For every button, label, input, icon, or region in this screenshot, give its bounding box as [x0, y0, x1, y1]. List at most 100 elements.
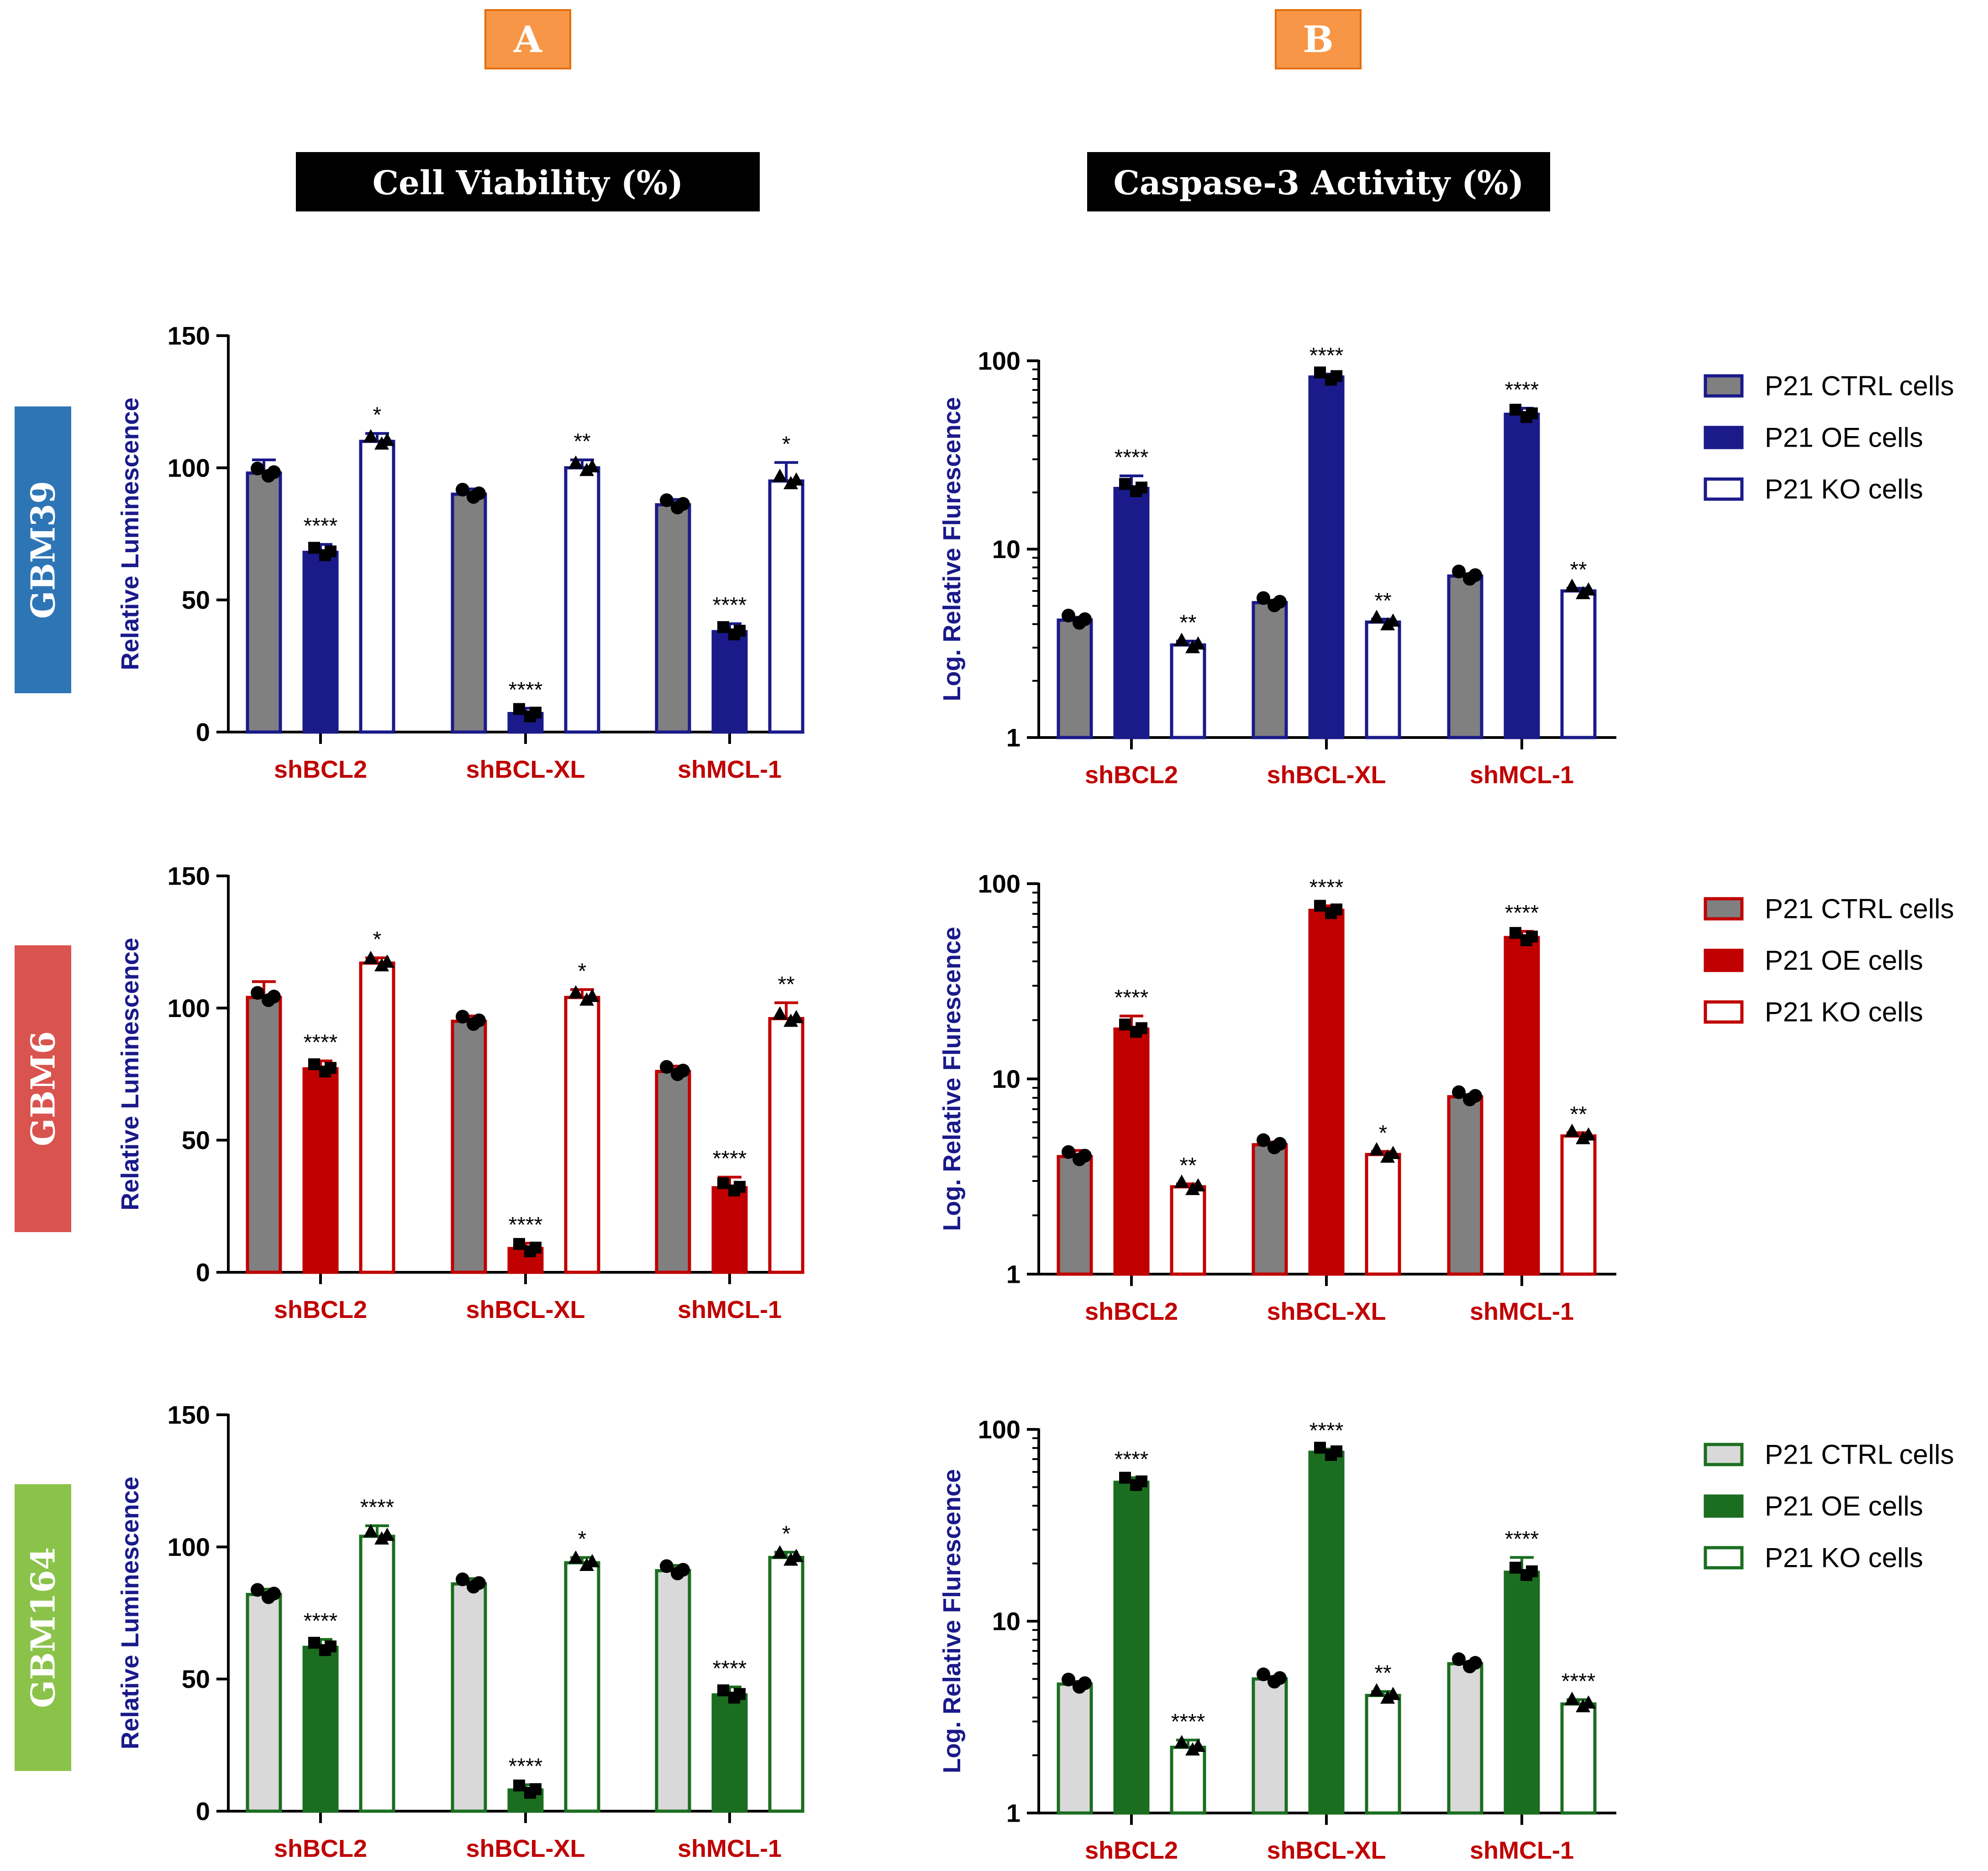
legend-swatch [1704, 477, 1744, 501]
data-point [568, 455, 583, 469]
y-tick-label: 50 [182, 1665, 210, 1693]
category-label: shMCL-1 [1470, 761, 1574, 789]
data-point [1565, 1123, 1579, 1137]
y-tick-label: 50 [182, 1126, 210, 1154]
y-tick-label: 100 [978, 347, 1020, 375]
category-label: shMCL-1 [678, 756, 782, 783]
bar-p21-ko-cells-shmcl-1 [768, 1555, 805, 1813]
y-tick-label: 10 [992, 1607, 1020, 1636]
data-point [660, 493, 673, 507]
y-tick-label: 1 [1006, 723, 1020, 752]
category-label: shMCL-1 [1470, 1298, 1574, 1325]
data-point [1452, 1652, 1466, 1666]
legend-label: P21 KO cells [1765, 474, 1923, 505]
data-point [530, 1783, 542, 1795]
bar-p21-oe-cells-shbcl-xl [1308, 375, 1345, 739]
bar-p21-oe-cells-shmcl-1 [711, 1693, 748, 1813]
data-point [585, 1554, 600, 1568]
data-point [1468, 1656, 1482, 1670]
bar-p21-ctrl-cells-shmcl-1 [1447, 574, 1483, 739]
bar-p21-ctrl-cells-shbcl2 [246, 471, 282, 734]
bar-p21-ko-cells-shbcl-xl [564, 996, 600, 1274]
category-label: shBCL2 [1085, 1837, 1178, 1864]
y-tick-label: 100 [168, 453, 210, 482]
bar-p21-ctrl-cells-shbcl-xl [451, 492, 487, 734]
data-point [472, 486, 486, 501]
y-tick-label: 100 [168, 994, 210, 1022]
legend-swatch [1704, 949, 1744, 972]
bar-p21-ko-cells-shbcl2 [359, 961, 395, 1274]
data-point [676, 497, 690, 511]
legend-label: P21 KO cells [1765, 1543, 1923, 1573]
significance-label: **** [1562, 1669, 1596, 1693]
panel-b-title: Caspase-3 Activity (%) [1113, 163, 1524, 202]
y-tick-label: 50 [182, 585, 210, 614]
data-point [1509, 404, 1521, 416]
data-point [660, 1060, 673, 1074]
data-point [676, 1064, 690, 1078]
y-tick-label: 10 [992, 535, 1020, 564]
significance-label: **** [509, 1213, 543, 1237]
bar-p21-ko-cells-shmcl-1 [1560, 1134, 1597, 1276]
significance-label: ** [1374, 589, 1391, 613]
data-point [251, 1583, 264, 1597]
data-point [585, 989, 600, 1002]
legend-label: P21 KO cells [1765, 997, 1923, 1028]
data-point [1452, 564, 1466, 579]
data-point [1581, 582, 1596, 596]
significance-label: **** [1171, 1710, 1205, 1734]
significance-label: **** [1115, 1447, 1149, 1471]
significance-label: **** [304, 1031, 338, 1055]
bar-p21-ko-cells-shmcl-1 [768, 479, 805, 734]
bar-p21-ctrl-cells-shbcl2 [1057, 1682, 1093, 1815]
significance-label: * [373, 403, 382, 427]
legend-label: P21 CTRL cells [1765, 894, 1954, 924]
data-point [513, 1238, 525, 1250]
data-point [308, 1637, 320, 1649]
data-point [1062, 1672, 1075, 1687]
bar-p21-oe-cells-shmcl-1 [711, 1186, 748, 1274]
data-point [513, 1779, 525, 1792]
data-point [1257, 1133, 1270, 1147]
data-point [380, 432, 394, 446]
category-label: shBCL2 [274, 1296, 367, 1323]
bar-p21-oe-cells-shmcl-1 [1504, 1571, 1540, 1815]
bar-p21-ko-cells-shbcl2 [1170, 1745, 1206, 1815]
significance-label: **** [304, 514, 338, 538]
legend-label: P21 CTRL cells [1765, 371, 1954, 401]
row-label-gbm6: GBM6 [24, 1031, 63, 1146]
bar-p21-oe-cells-shmcl-1 [1504, 412, 1540, 739]
data-point [363, 429, 378, 443]
bar-p21-ko-cells-shbcl2 [359, 1534, 395, 1813]
data-point [1062, 1145, 1075, 1159]
data-point [472, 1013, 486, 1028]
data-point [513, 703, 525, 715]
bar-p21-ko-cells-shbcl-xl [1365, 1694, 1401, 1815]
panel-a-title-bar [296, 152, 760, 211]
significance-label: **** [1115, 445, 1149, 469]
bar-p21-oe-cells-shbcl2 [302, 1645, 339, 1813]
data-point [676, 1563, 690, 1577]
y-tick-label: 150 [168, 862, 210, 891]
data-point [456, 483, 469, 497]
data-point [1581, 1695, 1596, 1709]
data-point [267, 990, 281, 1004]
data-point [267, 1586, 281, 1601]
data-point [530, 1241, 542, 1254]
data-point [1509, 927, 1521, 939]
bar-p21-oe-cells-shbcl2 [302, 551, 339, 734]
bar-p21-oe-cells-shmcl-1 [711, 630, 748, 734]
y-tick-label: 0 [196, 1258, 210, 1287]
legend-swatch [1704, 1000, 1744, 1024]
data-point [568, 985, 583, 999]
bar-p21-ctrl-cells-shmcl-1 [1447, 1662, 1483, 1815]
significance-label: **** [713, 1657, 747, 1681]
significance-label: * [782, 1522, 791, 1546]
category-label: shBCL-XL [1267, 1298, 1386, 1325]
bar-p21-ko-cells-shbcl-xl [564, 1561, 600, 1813]
data-point [568, 1550, 583, 1564]
